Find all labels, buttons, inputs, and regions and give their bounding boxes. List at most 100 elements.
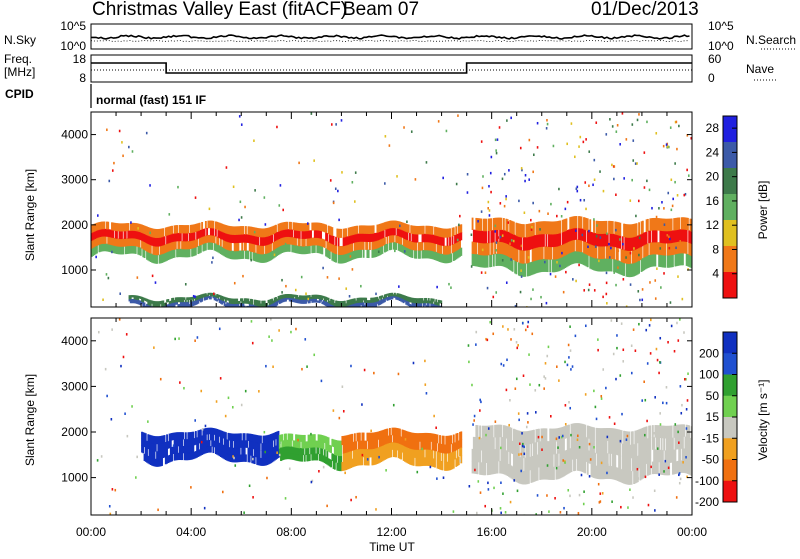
velocity-speckle [576,434,579,438]
velocity-ylabel: Slant Range [km] [23,374,37,466]
power-echo-cell [245,300,247,304]
velocity-echo-cell [261,450,264,459]
power-speckle [495,151,498,155]
power-echo-cell [152,254,155,264]
power-echo-cell [509,257,512,270]
power-echo-cell [251,304,254,307]
power-echo-cell [460,224,463,233]
power-echo-cell [545,233,548,247]
power-echo-cell [305,297,307,300]
power-echo-cell [121,238,123,247]
velocity-echo-cell [527,430,530,445]
velocity-echo-cell [429,441,431,450]
power-echo-cell [234,250,237,260]
power-echo-cell [326,301,329,305]
power-echo-cell [445,228,448,238]
velocity-echo-cell [621,456,624,471]
power-echo-cell [203,293,206,296]
power-echo-cell [356,302,359,306]
power-echo-cell [268,252,271,261]
power-speckle [459,214,461,218]
velocity-echo-cell [295,440,297,448]
velocity-echo-cell [641,453,644,467]
power-echo-cell [338,246,341,255]
velocity-echo-cell [338,455,341,464]
power-echo-cell [323,300,326,304]
power-speckle [631,123,634,126]
velocity-echo-cell [262,435,265,444]
velocity-speckle [583,490,585,493]
power-echo-cell [162,300,165,304]
power-echo-cell [286,294,289,297]
power-speckle [552,144,555,148]
power-echo-cell [277,295,280,299]
power-echo-cell [485,242,488,256]
velocity-echo-cell [417,449,420,459]
velocity-echo-cell [357,440,360,450]
velocity-echo-cell [317,440,320,448]
power-echo-cell [608,258,610,272]
velocity-echo-cell [481,425,484,439]
power-speckle [194,295,196,299]
power-echo-cell [405,246,408,256]
velocity-echo-cell [641,440,644,454]
velocity-echo-cell [345,461,348,471]
velocity-speckle [473,419,475,422]
power-echo-cell [449,245,451,255]
power-echo-cell [566,254,569,267]
velocity-echo-cell [152,443,155,452]
power-echo-cell [129,297,132,300]
power-echo-cell [348,227,351,237]
power-echo-cell [192,240,195,249]
power-echo-cell [459,224,461,234]
velocity-speckle [606,435,609,439]
power-speckle [531,226,533,229]
power-echo-cell [257,305,260,307]
power-echo-cell [182,304,185,307]
velocity-echo-cell [355,457,358,467]
power-echo-cell [530,236,533,250]
velocity-echo-cell [638,455,641,469]
power-echo-cell [490,218,493,231]
velocity-echo-cell [192,438,195,446]
velocity-echo-cell [375,440,378,449]
velocity-speckle [290,330,292,334]
power-echo-cell [270,251,272,261]
power-echo-cell [368,300,371,303]
power-echo-cell [399,298,401,301]
power-echo-cell [330,226,332,236]
velocity-echo-cell [216,435,219,443]
power-echo-cell [156,301,158,305]
power-echo-cell [165,308,167,311]
power-echo-cell [327,302,330,306]
power-echo-cell [609,220,612,234]
velocity-echo-cell [516,430,519,444]
velocity-echo-cell [394,449,396,458]
power-echo-cell [590,231,593,245]
velocity-echo-cell [376,447,379,457]
power-speckle [528,178,531,181]
power-echo-cell [683,229,686,242]
velocity-echo-cell [276,451,279,459]
power-echo-cell [133,300,136,304]
velocity-echo-cell [685,424,688,438]
power-echo-cell [247,301,250,304]
power-echo-cell [226,233,229,242]
velocity-echo-cell [362,448,365,458]
velocity-echo-cell [178,445,181,454]
power-echo-cell [101,243,103,252]
power-echo-cell [559,257,562,271]
power-echo-cell [350,227,353,236]
power-echo-cell [335,300,338,304]
velocity-echo-cell [399,436,401,444]
power-echo-cell [405,231,408,240]
velocity-echo-cell [164,442,167,450]
power-echo-cell [345,245,348,255]
power-echo-cell [216,236,219,245]
power-echo-cell [421,300,424,304]
velocity-speckle [272,365,274,369]
power-speckle [118,129,121,133]
power-echo-cell [253,235,256,245]
power-echo-cell [310,230,312,239]
